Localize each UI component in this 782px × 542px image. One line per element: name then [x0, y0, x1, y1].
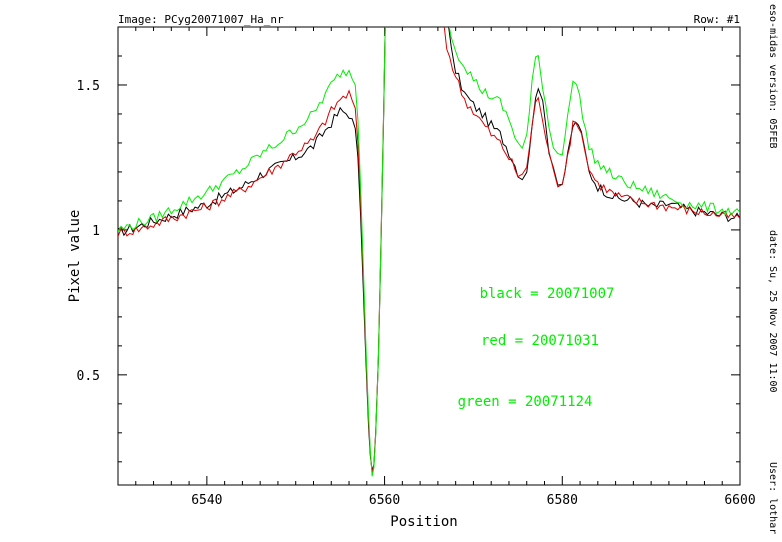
y-tick-label: 0.5 [77, 369, 100, 384]
legend-green: green = 20071124 [458, 394, 593, 410]
x-tick-label: 6600 [724, 493, 755, 508]
legend-red: red = 20071031 [481, 333, 599, 349]
series-line-1 [118, 27, 740, 474]
series-line-0 [118, 27, 740, 471]
date-label: date: Su, 25 Nov 2007 11:00 [767, 230, 778, 393]
x-axis-label: Position [390, 514, 457, 530]
row-label: Row: #1 [694, 13, 740, 26]
x-tick-label: 6580 [547, 493, 578, 508]
axes: 6540 6560 6580 6600 0.5 1 1.5 [77, 26, 756, 508]
y-tick-label: 1.5 [77, 79, 100, 94]
image-label: Image: PCyg20071007_Ha_nr [118, 13, 284, 26]
plot-frame [117, 26, 741, 486]
series-group [118, 27, 740, 477]
y-axis-label: Pixel value [67, 210, 83, 303]
x-tick-label: 6560 [369, 493, 400, 508]
y-tick-label: 1 [92, 224, 100, 239]
version-label: eso-midas version: 05FEB [767, 4, 778, 149]
series-line-2 [118, 27, 740, 477]
x-tick-label: 6540 [191, 493, 222, 508]
legend-black: black = 20071007 [480, 286, 615, 302]
user-label: User: lothar [767, 462, 778, 534]
